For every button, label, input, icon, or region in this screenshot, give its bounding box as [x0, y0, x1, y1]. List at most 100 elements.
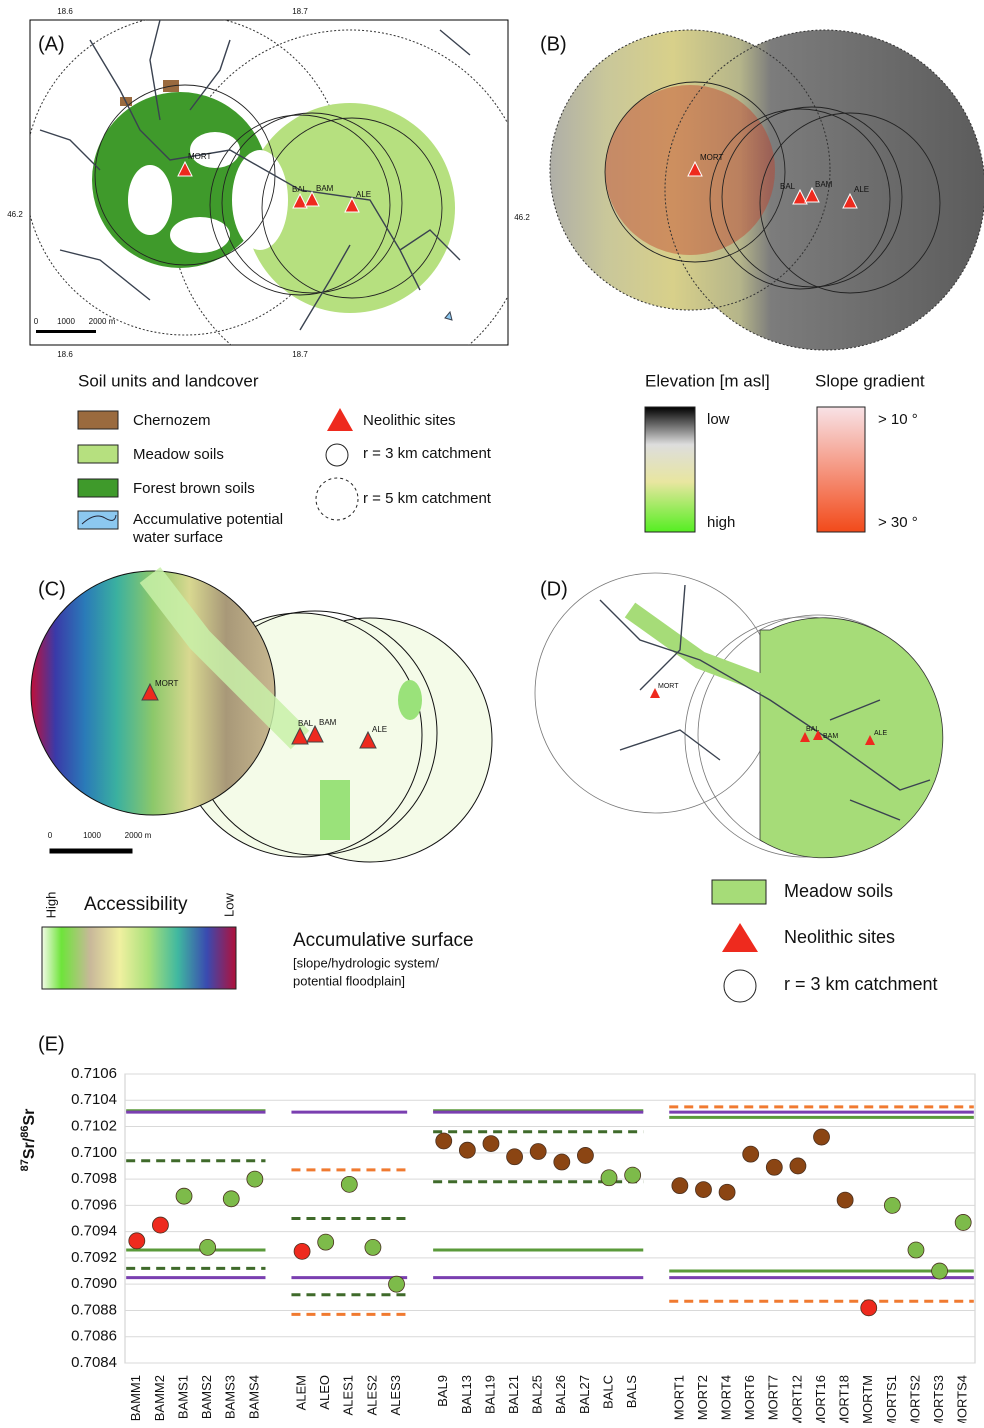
legend-end: Low	[221, 892, 236, 916]
data-point	[837, 1192, 853, 1208]
x-tick-label: BAMM2	[152, 1375, 167, 1421]
site-label: BAL	[292, 185, 308, 194]
data-point	[932, 1263, 948, 1279]
coord-label: 46.2	[514, 213, 530, 222]
legend-swatch	[712, 880, 766, 904]
x-tick-label: BAMS1	[175, 1375, 190, 1419]
legend-title: Accessibility	[84, 894, 188, 915]
panel-label: (E)	[38, 1033, 65, 1055]
panel-b: (B) MORT BAL BAM ALE Elevation [m asl] S…	[540, 20, 984, 532]
y-tick-label: 0.7086	[71, 1328, 117, 1345]
x-tick-label: BALS	[624, 1375, 639, 1409]
x-tick-label: BAL26	[553, 1375, 568, 1414]
x-tick-label: BAL13	[459, 1375, 474, 1414]
scale-label: 0	[48, 831, 53, 840]
data-point	[601, 1170, 617, 1186]
x-tick-label: MORTS2	[907, 1375, 922, 1423]
y-axis-label-part: Sr	[21, 1109, 38, 1126]
x-tick-label: BAMM1	[128, 1375, 143, 1421]
scale-label: 1000	[57, 317, 75, 326]
scale-bar	[50, 849, 132, 853]
x-tick-label: ALEM	[294, 1375, 309, 1410]
data-point	[459, 1142, 475, 1158]
site-label: MORT	[700, 153, 724, 162]
data-point	[955, 1214, 971, 1230]
legend-end: High	[43, 892, 58, 919]
site-label: MORT	[155, 679, 179, 688]
gap	[190, 132, 240, 168]
x-tick-label: BAMS3	[223, 1375, 238, 1419]
legend-note: [slope/hydrologic system/	[293, 955, 439, 970]
x-tick-label: BAL27	[577, 1375, 592, 1414]
slope-ramp	[817, 407, 865, 532]
data-point	[507, 1149, 523, 1165]
elevation-ramp	[645, 407, 695, 532]
y-axis-label-part: 86	[19, 1126, 31, 1138]
x-tick-label: ALEO	[317, 1375, 332, 1410]
legend-label: Neolithic sites	[363, 412, 456, 429]
panel-label: (D)	[540, 578, 568, 600]
legend-a: Soil units and landcover Chernozem Meado…	[78, 371, 492, 545]
scale-bar	[36, 330, 96, 333]
x-tick-label: ALES2	[364, 1375, 379, 1415]
figure: (A) 18.6 18.7 18.6 18.7 46.2 46.2 MORT B…	[0, 0, 984, 1423]
data-point	[790, 1158, 806, 1174]
y-axis-label-part: 87	[19, 1159, 31, 1171]
meadow-soil	[760, 618, 943, 858]
data-point	[176, 1188, 192, 1204]
legend-label: Meadow soils	[133, 446, 224, 463]
y-axis-label: 87Sr/86Sr	[19, 1109, 38, 1172]
data-point	[861, 1300, 877, 1316]
scale-label: 2000 m	[89, 317, 116, 326]
x-tick-label: MORT1	[671, 1375, 686, 1420]
panel-d: (D) MORT BAL BAM ALE Meadow soils Neolit…	[535, 573, 943, 1002]
site-label: BAM	[815, 180, 833, 189]
y-tick-label: 0.7096	[71, 1196, 117, 1213]
site-label: BAL	[298, 719, 314, 728]
site-label: ALE	[854, 185, 869, 194]
y-axis-label-part: Sr/	[21, 1137, 38, 1159]
legend-label: low	[707, 411, 730, 428]
legend-title: Elevation [m asl]	[645, 371, 770, 390]
data-point	[341, 1176, 357, 1192]
coord-label: 18.7	[292, 350, 308, 359]
y-tick-label: 0.7106	[71, 1065, 117, 1082]
site-label: BAL	[806, 726, 819, 733]
data-point	[223, 1191, 239, 1207]
x-tick-label: MORTS1	[884, 1375, 899, 1423]
data-point	[884, 1197, 900, 1213]
y-tick-label: 0.7092	[71, 1249, 117, 1266]
site-label: ALE	[372, 725, 387, 734]
legend-label: Accumulative potential	[133, 511, 283, 528]
panel-label: (A)	[38, 33, 65, 55]
data-point	[672, 1178, 688, 1194]
gap	[128, 165, 172, 235]
legend-label: high	[707, 514, 735, 531]
x-tick-label: MORT2	[695, 1375, 710, 1420]
accessibility-ramp	[42, 927, 236, 989]
y-tick-label: 0.7100	[71, 1144, 117, 1161]
y-tick-label: 0.7094	[71, 1223, 117, 1240]
scale-label: 0	[34, 317, 39, 326]
panel-c: (C) MORT BAL BAM ALE 0 1000 2000 m High …	[31, 571, 492, 989]
x-tick-label: MORT7	[766, 1375, 781, 1420]
legend-label: r = 3 km catchment	[363, 445, 492, 462]
legend-symbol	[724, 970, 756, 1002]
site-label: ALE	[356, 190, 371, 199]
site-label: MORT	[188, 152, 212, 161]
legend-label: Forest brown soils	[133, 480, 255, 497]
legend-label: r = 3 km catchment	[784, 974, 938, 994]
x-tick-label: MORTS4	[955, 1375, 970, 1423]
panel-a: (A) 18.6 18.7 18.6 18.7 46.2 46.2 MORT B…	[7, 7, 530, 390]
data-point	[129, 1233, 145, 1249]
data-point	[365, 1239, 381, 1255]
legend-title: Accumulative surface	[293, 930, 474, 951]
x-tick-label: BALC	[600, 1375, 615, 1409]
legend-note: potential floodplain]	[293, 973, 405, 988]
panel-label: (B)	[540, 33, 567, 55]
data-point	[200, 1239, 216, 1255]
green-patch	[320, 780, 350, 840]
legend-label: Neolithic sites	[784, 927, 895, 947]
x-tick-label: BAMS2	[199, 1375, 214, 1419]
y-tick-label: 0.7084	[71, 1354, 117, 1371]
